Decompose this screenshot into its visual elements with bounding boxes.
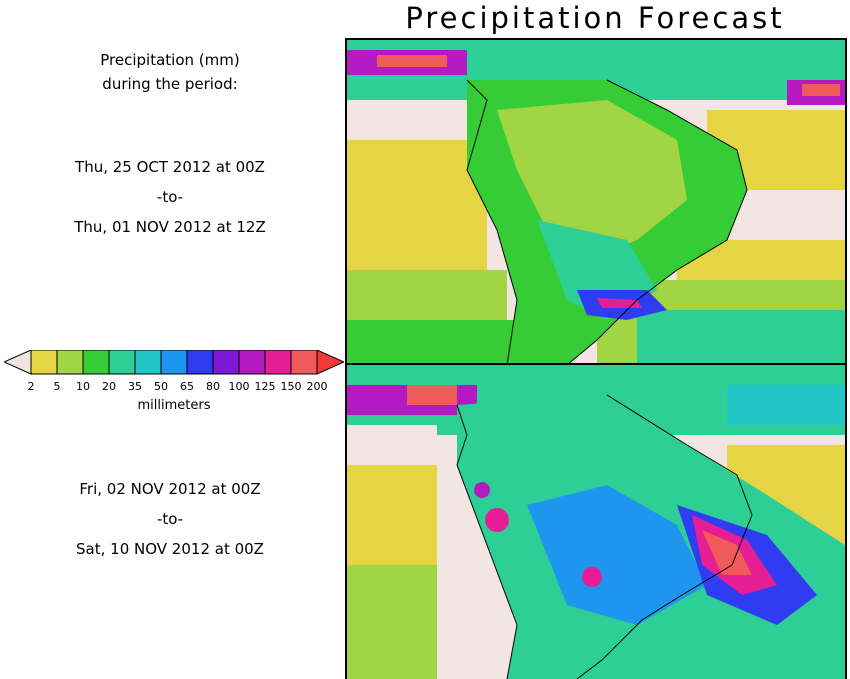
legend-color-box [82,350,110,375]
period-1-separator: -to- [156,188,184,206]
legend-color-box [212,350,240,375]
map-title: Precipitation Forecast [405,1,785,35]
forecast-map-period-1 [345,38,847,367]
legend-color-box [108,350,136,375]
period-header: Precipitation (mm) during the period: [0,48,340,96]
legend-tick-label: 150 [281,380,302,393]
period-1-text: Thu, 25 OCT 2012 at 00Z -to- Thu, 01 NOV… [0,152,340,242]
forecast-map-period-2 [345,363,847,679]
legend-tick-label: 35 [128,380,142,393]
legend-tick-label: 20 [102,380,116,393]
color-legend: 2 5 10 20 35 50 65 80 100 125 150 200 [4,350,344,420]
legend-color-box [264,350,292,375]
legend-tick-label: 65 [180,380,194,393]
legend-colorbar: 2 5 10 20 35 50 65 80 100 125 150 200 [4,350,344,393]
legend-tick-label: 80 [206,380,220,393]
period-1-start: Thu, 25 OCT 2012 at 00Z [75,158,265,176]
period-2-separator: -to- [156,510,184,528]
legend-color-box [290,350,318,375]
map-graphic-period-2 [347,365,845,679]
legend-low-arrow [4,350,32,375]
legend-tick-label: 125 [255,380,276,393]
legend-tick-label: 100 [229,380,250,393]
legend-tick-label: 10 [76,380,90,393]
map-graphic-period-1 [347,40,845,365]
legend-tick-label: 5 [54,380,61,393]
period-2-end: Sat, 10 NOV 2012 at 00Z [76,540,264,558]
legend-high-arrow [316,350,344,375]
legend-tick-label: 200 [307,380,328,393]
period-2-text: Fri, 02 NOV 2012 at 00Z -to- Sat, 10 NOV… [0,474,340,564]
legend-color-box [56,350,84,375]
legend-color-box [160,350,188,375]
header-line-2: during the period: [102,75,238,93]
legend-units: millimeters [137,398,211,413]
period-1-end: Thu, 01 NOV 2012 at 12Z [74,218,266,236]
legend-tick-label: 50 [154,380,168,393]
legend-tick-label: 2 [28,380,35,393]
legend-color-box [134,350,162,375]
legend-color-box [186,350,214,375]
header-line-1: Precipitation (mm) [100,51,240,69]
period-2-start: Fri, 02 NOV 2012 at 00Z [79,480,261,498]
legend-color-box [238,350,266,375]
legend-color-box [30,350,58,375]
